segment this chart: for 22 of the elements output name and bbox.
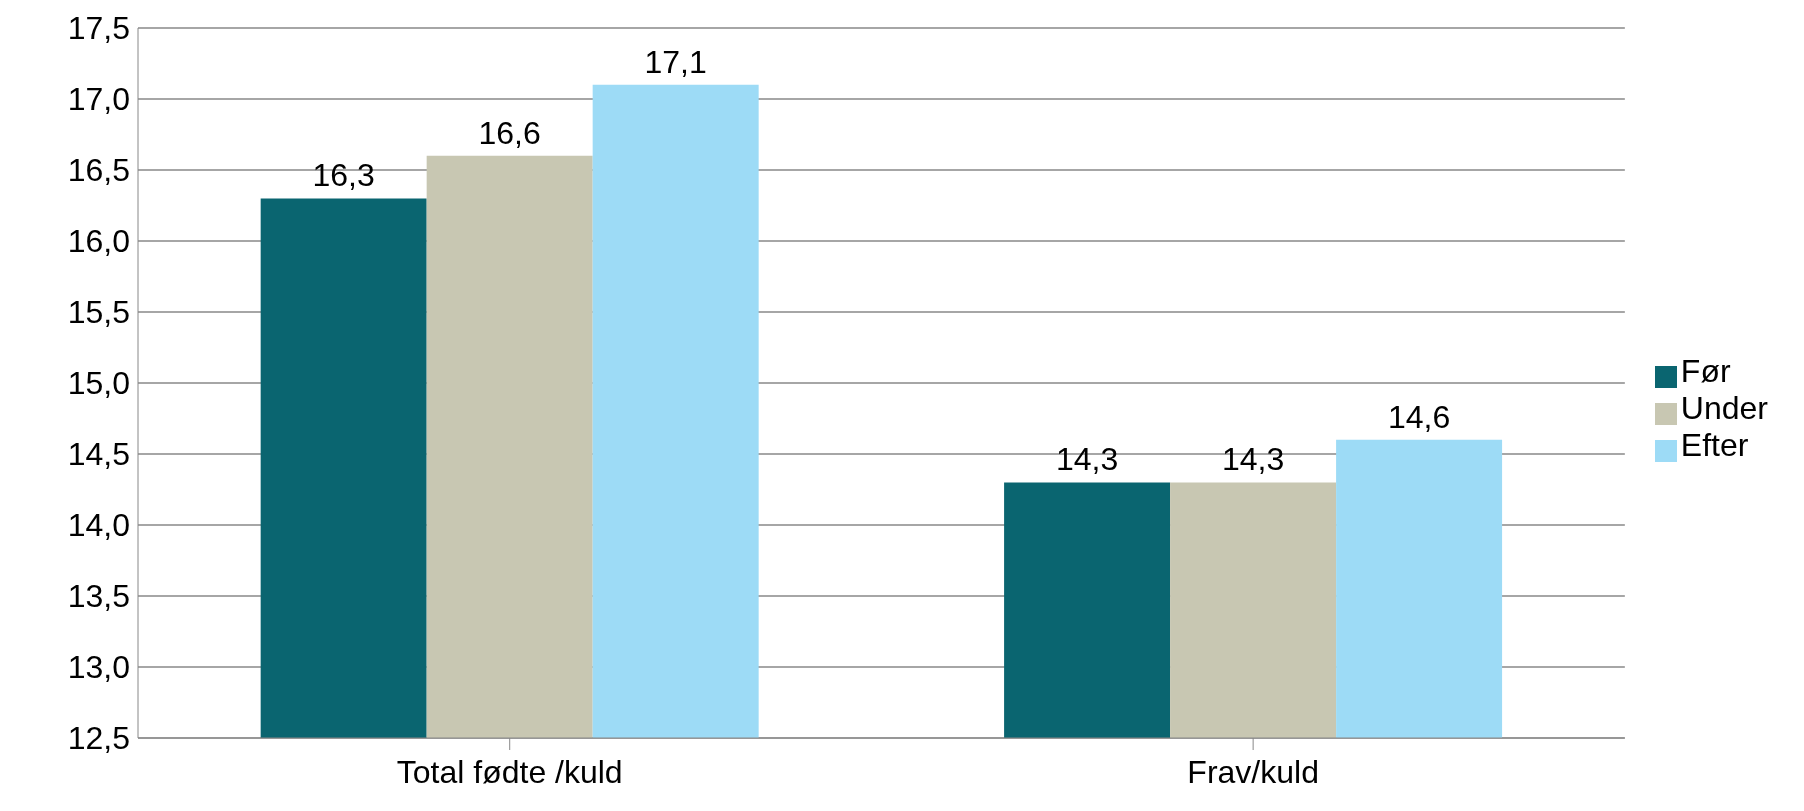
data-label: 14,6 xyxy=(1387,398,1451,435)
y-tick-label: 14,5 xyxy=(67,436,130,473)
data-label: 16,6 xyxy=(478,114,541,151)
y-tick-label: 13,5 xyxy=(67,578,130,615)
y-tick-label: 15,5 xyxy=(67,294,130,331)
legend-label: Før xyxy=(1680,352,1731,389)
y-tick-label: 13,0 xyxy=(67,649,130,686)
data-label: 17,1 xyxy=(644,43,707,80)
y-tick-label: 16,5 xyxy=(67,152,130,189)
y-tick-label: 16,0 xyxy=(67,223,130,260)
data-label: 14,3 xyxy=(1221,441,1285,478)
x-tick-label: Total fødte /kuld xyxy=(396,753,623,790)
data-label: 14,3 xyxy=(1055,441,1119,478)
legend-label: Under xyxy=(1680,389,1768,426)
x-tick-label: Frav/kuld xyxy=(1187,753,1319,790)
legend-label: Efter xyxy=(1680,426,1749,463)
y-tick-label: 17,0 xyxy=(67,81,130,118)
y-tick-label: 14,0 xyxy=(67,507,130,544)
y-tick-label: 17,5 xyxy=(67,10,130,47)
data-label: 16,3 xyxy=(312,157,375,194)
y-tick-label: 15,0 xyxy=(67,365,130,402)
y-tick-label: 12,5 xyxy=(67,720,130,757)
